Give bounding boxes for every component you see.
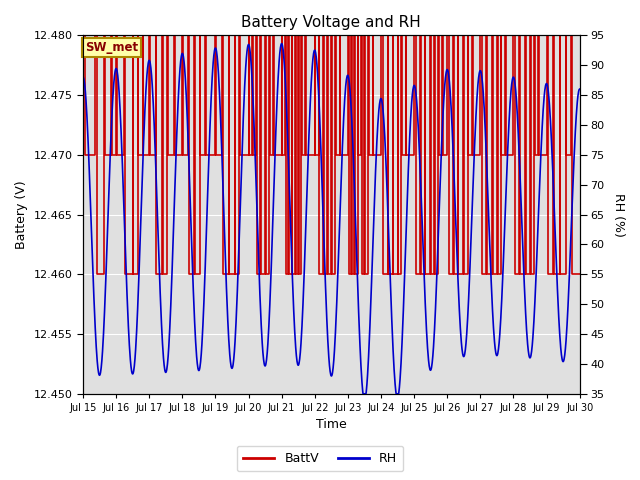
RH — [309, 53, 317, 59]
BattV — [576, 272, 584, 277]
BattV — [81, 33, 88, 38]
Title: Battery Voltage and RH: Battery Voltage and RH — [241, 15, 421, 30]
RH — [362, 389, 370, 395]
RH — [118, 136, 125, 142]
X-axis label: Time: Time — [316, 419, 347, 432]
RH — [360, 391, 367, 396]
BattV — [79, 33, 87, 38]
Line: BattV: BattV — [83, 36, 580, 275]
Y-axis label: Battery (V): Battery (V) — [15, 180, 28, 249]
BattV — [232, 33, 239, 38]
Y-axis label: RH (%): RH (%) — [612, 192, 625, 237]
RH — [79, 74, 87, 80]
RH — [576, 86, 584, 92]
RH — [278, 41, 285, 47]
RH — [138, 194, 145, 200]
BattV — [93, 272, 100, 277]
BattV — [91, 152, 99, 158]
Text: SW_met: SW_met — [84, 41, 138, 54]
Line: RH: RH — [83, 44, 580, 394]
Legend: BattV, RH: BattV, RH — [237, 446, 403, 471]
RH — [290, 315, 298, 321]
BattV — [426, 33, 434, 38]
BattV — [108, 152, 115, 158]
RH — [300, 267, 308, 273]
BattV — [159, 33, 167, 38]
